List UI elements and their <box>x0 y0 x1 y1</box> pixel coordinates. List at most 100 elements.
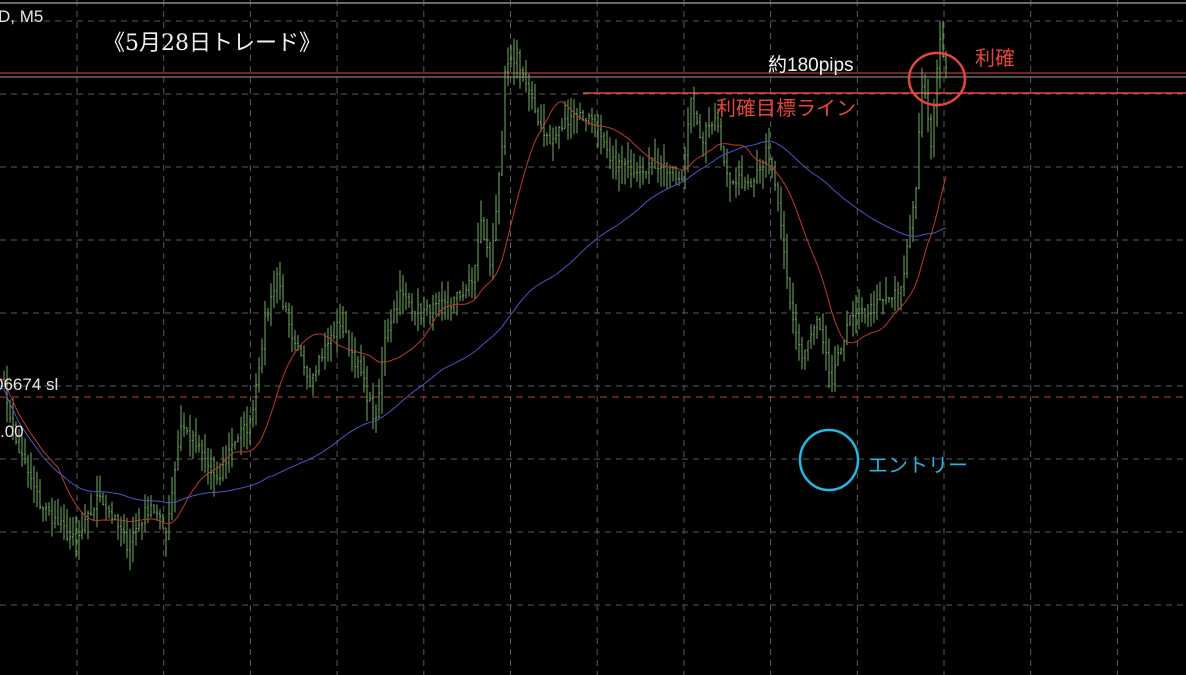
ohlc-bar <box>930 113 932 160</box>
ohlc-bar <box>195 418 197 453</box>
ohlc-bar <box>255 373 257 426</box>
ohlc-bar <box>630 149 632 188</box>
ohlc-bar <box>876 284 878 320</box>
ohlc-bar <box>66 508 68 542</box>
ohlc-bar <box>522 66 524 82</box>
take-profit-target-line-label: 利確目標ライン <box>716 98 856 120</box>
ohlc-bar <box>777 181 779 212</box>
ohlc-bar <box>645 171 647 179</box>
ohlc-bar <box>483 216 485 241</box>
ohlc-bar <box>639 155 641 189</box>
ohlc-bar <box>216 461 218 485</box>
stop-loss-label: 06674 sl <box>0 375 59 394</box>
chart-annotation-title: 《5月28日トレード》 <box>103 31 321 56</box>
ohlc-bar <box>27 454 29 488</box>
ohlc-bar <box>78 520 80 561</box>
ohlc-bar <box>279 261 281 300</box>
ohlc-bar <box>696 110 698 126</box>
ohlc-bar <box>534 83 536 114</box>
ohlc-bar <box>435 292 437 316</box>
ohlc-bar <box>912 201 914 243</box>
ohlc-bar <box>606 130 608 159</box>
ohlc-bar <box>870 293 872 327</box>
ohlc-bar <box>18 428 20 454</box>
ohlc-bar <box>687 107 689 173</box>
ohlc-bar <box>417 288 419 332</box>
ohlc-bar <box>177 430 179 471</box>
ohlc-bar <box>936 59 938 127</box>
ohlc-bar <box>633 153 635 179</box>
ohlc-bar <box>942 20 944 58</box>
ohlc-bar <box>192 430 194 459</box>
ohlc-bar <box>744 176 746 191</box>
ohlc-bar <box>510 44 512 68</box>
ohlc-bar <box>447 281 449 320</box>
ohlc-bar <box>315 365 317 382</box>
ohlc-bar <box>411 293 413 322</box>
ohlc-bar <box>798 323 800 361</box>
ohlc-bar <box>30 452 32 490</box>
ohlc-bar <box>924 74 926 99</box>
ohlc-bar <box>51 497 53 537</box>
ohlc-bar <box>183 412 185 437</box>
ohlc-bar <box>99 475 101 503</box>
ohlc-bar <box>783 211 785 269</box>
ohlc-bar <box>549 124 551 145</box>
ohlc-bar <box>237 433 239 443</box>
ohlc-bar <box>507 47 509 87</box>
ohlc-bar <box>129 528 131 571</box>
ohlc-bar <box>603 132 605 149</box>
ohlc-bar <box>570 97 572 139</box>
ohlc-bar <box>714 102 716 132</box>
ohlc-bar <box>558 126 560 149</box>
ohlc-bar <box>729 172 731 202</box>
ohlc-bar <box>786 233 788 290</box>
ohlc-bar <box>468 264 470 297</box>
ohlc-bar <box>171 476 173 521</box>
ohlc-bar <box>675 166 677 186</box>
ohlc-bar <box>360 344 362 377</box>
ohlc-bar <box>582 109 584 122</box>
ohlc-bar <box>939 21 941 89</box>
ohlc-bar <box>174 461 176 513</box>
ohlc-bar <box>612 145 614 179</box>
ohlc-bar <box>339 303 341 339</box>
ohlc-bar <box>357 356 359 378</box>
ohlc-bar <box>738 160 740 196</box>
ohlc-bar <box>867 303 869 328</box>
ohlc-bar <box>693 86 695 127</box>
ohlc-bar <box>369 391 371 402</box>
ohlc-bar <box>135 513 137 546</box>
lot-label: .00 <box>0 422 24 441</box>
ohlc-bar <box>681 170 683 181</box>
take-profit-circle-marker <box>907 51 967 107</box>
ohlc-bar <box>270 283 272 327</box>
ohlc-bar <box>888 297 890 303</box>
ohlc-bar <box>819 317 821 331</box>
ohlc-bar <box>366 366 368 422</box>
ohlc-bar <box>429 304 431 325</box>
ohlc-bar <box>318 354 320 376</box>
ohlc-bar <box>330 325 332 362</box>
ohlc-bar <box>708 106 710 138</box>
ohlc-bar <box>540 104 542 133</box>
ohlc-bar <box>546 132 548 146</box>
ohlc-bar <box>810 324 812 349</box>
ohlc-bar <box>186 427 188 435</box>
ohlc-bar <box>402 274 404 315</box>
ohlc-bar <box>789 277 791 311</box>
ohlc-bar <box>657 148 659 183</box>
ohlc-bar <box>573 99 575 135</box>
ohlc-bar <box>90 493 92 516</box>
ohlc-bar <box>720 117 722 151</box>
ohlc-bar <box>627 141 629 179</box>
ohlc-bar <box>762 159 764 190</box>
ohlc-bar <box>306 365 308 390</box>
ohlc-bar <box>222 446 224 482</box>
ohlc-bar <box>918 112 920 189</box>
ohlc-bar <box>597 114 599 148</box>
ohlc-bar <box>528 73 530 112</box>
ohlc-bar <box>585 117 587 132</box>
ohlc-bar <box>264 300 266 366</box>
ohlc-bar <box>849 314 851 326</box>
